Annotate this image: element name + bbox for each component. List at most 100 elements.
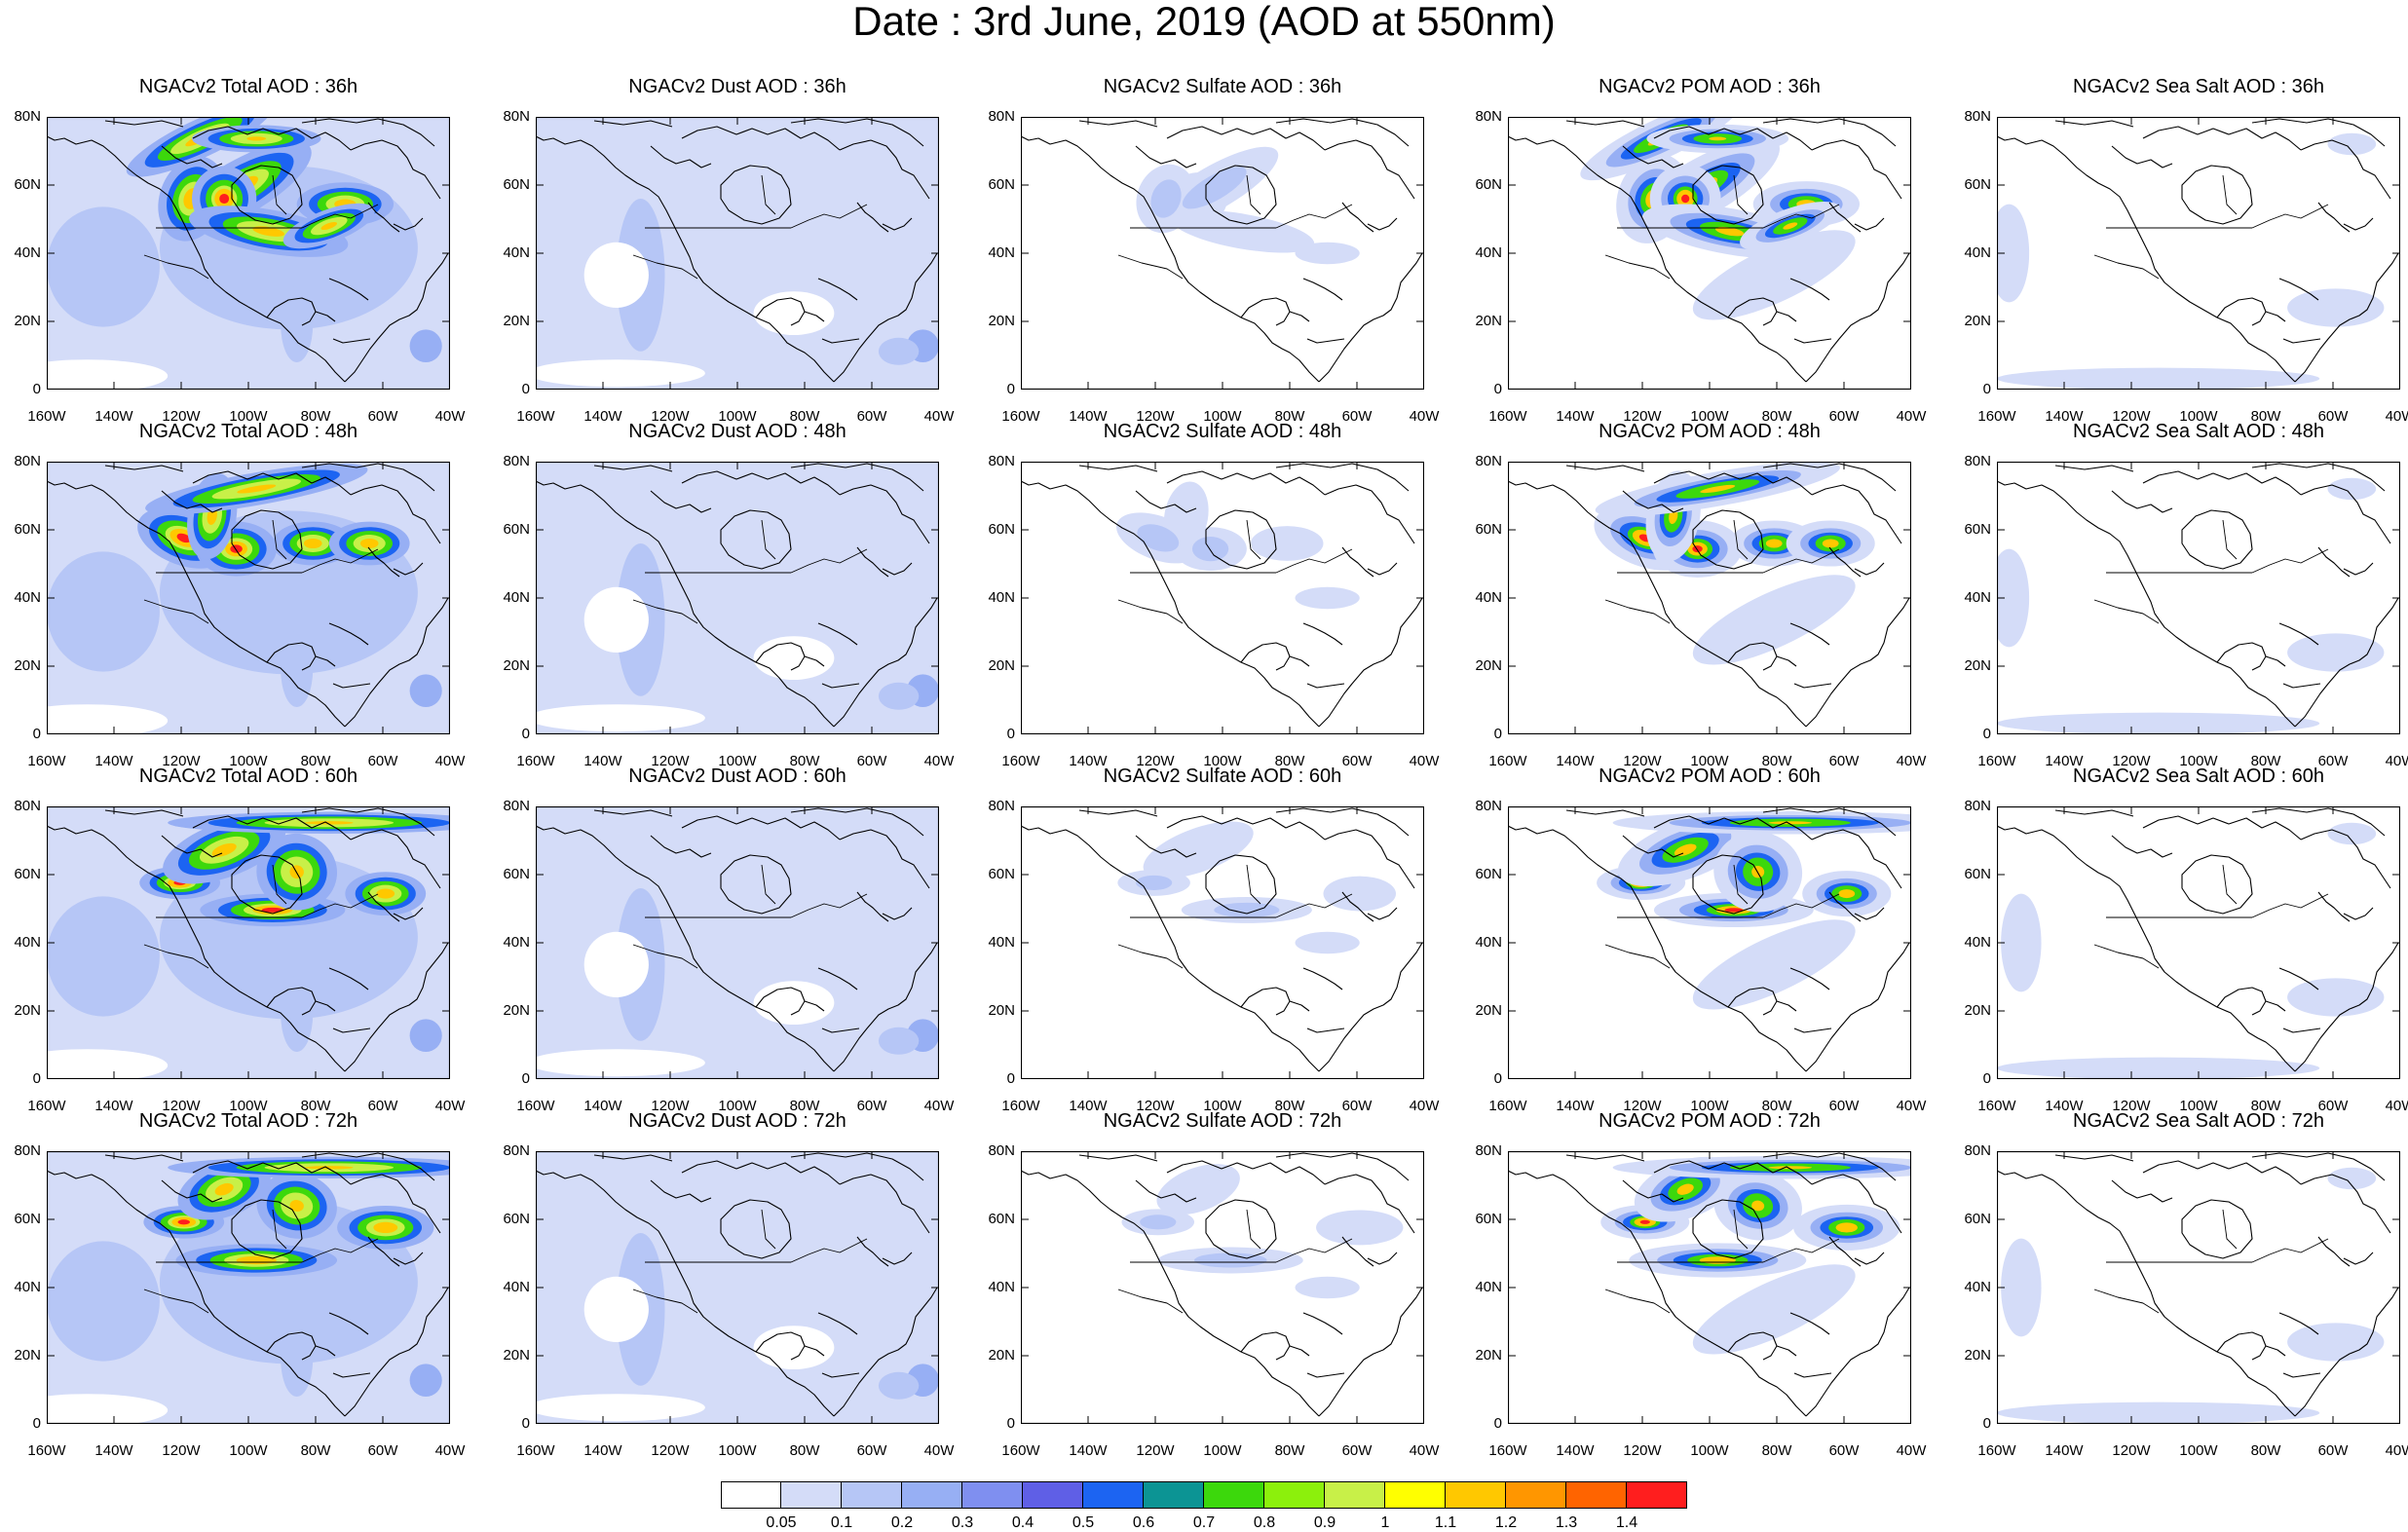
x-tick-label: 140W: [1069, 1442, 1108, 1459]
aod-map: [1508, 117, 1911, 390]
x-tick-label: 100W: [718, 1098, 757, 1114]
map-panel: NGACv2 Dust AOD : 60h 80N 60N 40N 20N 0 160W 14…: [503, 766, 954, 1114]
panel-title: NGACv2 Total AOD : 36h: [138, 76, 358, 97]
colorbar-swatch: [1264, 1481, 1325, 1509]
panel-title: NGACv2 POM AOD : 48h: [1599, 421, 1821, 442]
x-tick-label: 120W: [651, 1442, 690, 1459]
y-tick-label: 80N: [503, 1142, 530, 1159]
x-tick-label: 120W: [1136, 1442, 1175, 1459]
panel-title: NGACv2 Sea Salt AOD : 36h: [2073, 76, 2324, 97]
x-tick-label: 80W: [2250, 408, 2281, 425]
y-tick-label: 40N: [503, 244, 530, 261]
x-tick-label: 100W: [1203, 408, 1242, 425]
x-tick-label: 100W: [718, 408, 757, 425]
colorbar-swatch: [1144, 1481, 1204, 1509]
x-tick-label: 60W: [1341, 408, 1373, 425]
y-tick-label: 40N: [988, 934, 1015, 951]
y-tick-label: 60N: [1475, 521, 1502, 538]
colorbar-swatch: [1204, 1481, 1264, 1509]
x-tick-label: 160W: [27, 1098, 66, 1114]
x-tick-label: 140W: [94, 1098, 133, 1114]
x-tick-label: 120W: [162, 408, 201, 425]
y-tick-label: 80N: [503, 108, 530, 125]
x-tick-label: 40W: [1409, 408, 1440, 425]
x-tick-label: 80W: [1761, 1098, 1792, 1114]
map-panel: NGACv2 Dust AOD : 36h 80N 60N 40N 20N 0 160W 14…: [503, 76, 954, 425]
colorbar-label: 0.9: [1313, 1514, 1336, 1531]
y-tick-label: 60N: [988, 1211, 1015, 1227]
y-tick-label: 0: [1493, 1415, 1502, 1432]
y-tick-label: 0: [521, 1415, 530, 1432]
y-tick-label: 0: [32, 726, 41, 742]
panel-title: NGACv2 POM AOD : 60h: [1599, 766, 1821, 787]
map-panel: NGACv2 Sulfate AOD : 72h 80N 60N 40N 20N 0 160…: [988, 1110, 1439, 1459]
x-tick-label: 140W: [1556, 753, 1595, 769]
colorbar-swatch: [1506, 1481, 1566, 1509]
colorbar-swatch: [1385, 1481, 1446, 1509]
map-panel: NGACv2 POM AOD : 72h 80N 60N 40N 20N 0 160W 140…: [1475, 1110, 1926, 1459]
map-panel: NGACv2 Sulfate AOD : 60h 80N 60N 40N 20N 0 160…: [988, 766, 1439, 1114]
y-tick-label: 60N: [14, 866, 41, 882]
x-tick-label: 160W: [1001, 1098, 1040, 1114]
x-tick-label: 60W: [2317, 1098, 2349, 1114]
y-tick-label: 0: [521, 381, 530, 397]
x-tick-label: 160W: [1488, 1098, 1527, 1114]
x-tick-label: 140W: [94, 408, 133, 425]
y-tick-label: 20N: [14, 1002, 41, 1019]
y-tick-label: 20N: [14, 313, 41, 329]
x-tick-label: 140W: [1556, 1442, 1595, 1459]
y-tick-label: 80N: [1475, 798, 1502, 814]
x-tick-label: 80W: [789, 408, 820, 425]
x-tick-label: 160W: [1977, 753, 2016, 769]
x-tick-label: 160W: [27, 753, 66, 769]
y-tick-label: 20N: [503, 1002, 530, 1019]
x-tick-label: 60W: [856, 408, 887, 425]
x-tick-label: 120W: [2112, 1442, 2151, 1459]
x-tick-label: 40W: [2385, 753, 2408, 769]
x-tick-label: 120W: [1136, 753, 1175, 769]
x-tick-label: 160W: [1488, 1442, 1527, 1459]
y-tick-label: 20N: [1475, 313, 1502, 329]
y-tick-label: 20N: [1475, 657, 1502, 674]
y-tick-label: 40N: [14, 934, 41, 951]
colorbar-swatch: [1023, 1481, 1083, 1509]
x-tick-label: 140W: [1556, 1098, 1595, 1114]
colorbar-label: 0.7: [1192, 1514, 1216, 1531]
y-tick-label: 0: [1982, 1415, 1991, 1432]
x-tick-label: 160W: [27, 408, 66, 425]
x-tick-label: 60W: [1828, 1098, 1860, 1114]
x-tick-label: 80W: [2250, 1098, 2281, 1114]
x-tick-label: 140W: [1556, 408, 1595, 425]
x-tick-label: 40W: [2385, 1442, 2408, 1459]
y-tick-label: 20N: [1964, 1002, 1991, 1019]
y-tick-label: 40N: [1475, 244, 1502, 261]
x-tick-label: 140W: [2045, 1442, 2084, 1459]
map-panel: NGACv2 POM AOD : 36h 80N 60N 40N 20N 0 160W 140…: [1475, 76, 1926, 425]
x-tick-label: 60W: [367, 1442, 398, 1459]
map-panel: NGACv2 Total AOD : 48h 80N 60N 40N 20N 0 160W 1…: [14, 421, 465, 769]
aod-map: [1508, 462, 1911, 734]
y-tick-label: 40N: [1475, 589, 1502, 606]
y-tick-label: 80N: [1475, 1142, 1502, 1159]
x-tick-label: 100W: [1203, 753, 1242, 769]
y-tick-label: 20N: [1964, 657, 1991, 674]
y-tick-label: 80N: [988, 798, 1015, 814]
aod-map: [536, 462, 939, 734]
x-tick-label: 80W: [2250, 753, 2281, 769]
map-panel: NGACv2 Total AOD : 36h 80N 60N 40N 20N 0 160W 1…: [14, 76, 465, 425]
x-tick-label: 40W: [923, 753, 955, 769]
x-tick-label: 40W: [1409, 1098, 1440, 1114]
x-tick-label: 60W: [1828, 1442, 1860, 1459]
aod-map: [47, 117, 450, 390]
x-tick-label: 160W: [516, 408, 555, 425]
map-panel: NGACv2 Total AOD : 60h 80N 60N 40N 20N 0 160W 1…: [14, 766, 465, 1114]
aod-map: [47, 462, 450, 734]
x-tick-label: 80W: [789, 1098, 820, 1114]
y-tick-label: 20N: [1475, 1347, 1502, 1364]
y-tick-label: 80N: [14, 1142, 41, 1159]
x-tick-label: 140W: [583, 1098, 622, 1114]
colorbar-swatch: [781, 1481, 842, 1509]
x-tick-label: 80W: [1761, 1442, 1792, 1459]
y-tick-label: 40N: [503, 1279, 530, 1295]
